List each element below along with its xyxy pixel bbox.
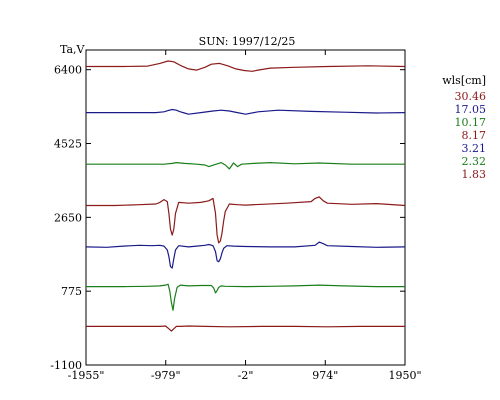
y-tick-label: 4525: [54, 138, 82, 151]
x-tick-label: 974": [312, 369, 338, 382]
legend-entry: 1.83: [462, 168, 487, 181]
chart-title: SUN: 1997/12/25: [199, 35, 296, 48]
series-layer: [85, 60, 406, 332]
x-tick-label: -979": [151, 369, 181, 382]
axis-ticks: 6400 4525 2650 775 -1100-1955" -979" -2" 974" 19…: [50, 50, 422, 382]
series-line-1-83: [86, 325, 405, 332]
x-tick-label: 1950": [388, 369, 421, 382]
legend-entry: 3.21: [462, 142, 487, 155]
y-tick-label: 2650: [54, 211, 82, 224]
x-tick-label: -1955": [68, 369, 105, 382]
legend-entry: 8.17: [462, 129, 487, 142]
series-line-10-17: [86, 162, 405, 170]
plot-frame: [85, 49, 406, 366]
x-tick-label: -2": [238, 369, 254, 382]
legend-entry: 17.05: [455, 103, 487, 116]
y-axis-label: Ta,V: [60, 43, 86, 56]
legend-title: wls[cm]: [442, 74, 486, 87]
series-line-2-32: [86, 283, 405, 311]
series-line-30-46: [86, 60, 406, 72]
series-line-17-05: [86, 108, 406, 115]
legend-entry: 2.32: [462, 155, 487, 168]
y-tick-label: 6400: [54, 64, 82, 77]
legend-entry: 10.17: [455, 116, 487, 129]
series-line-8-17: [86, 196, 406, 244]
y-tick-label: 775: [61, 285, 82, 298]
series-line-3-21: [85, 241, 406, 269]
legend-entry: 30.46: [455, 90, 487, 103]
y-tick-label: -1100: [50, 359, 82, 372]
